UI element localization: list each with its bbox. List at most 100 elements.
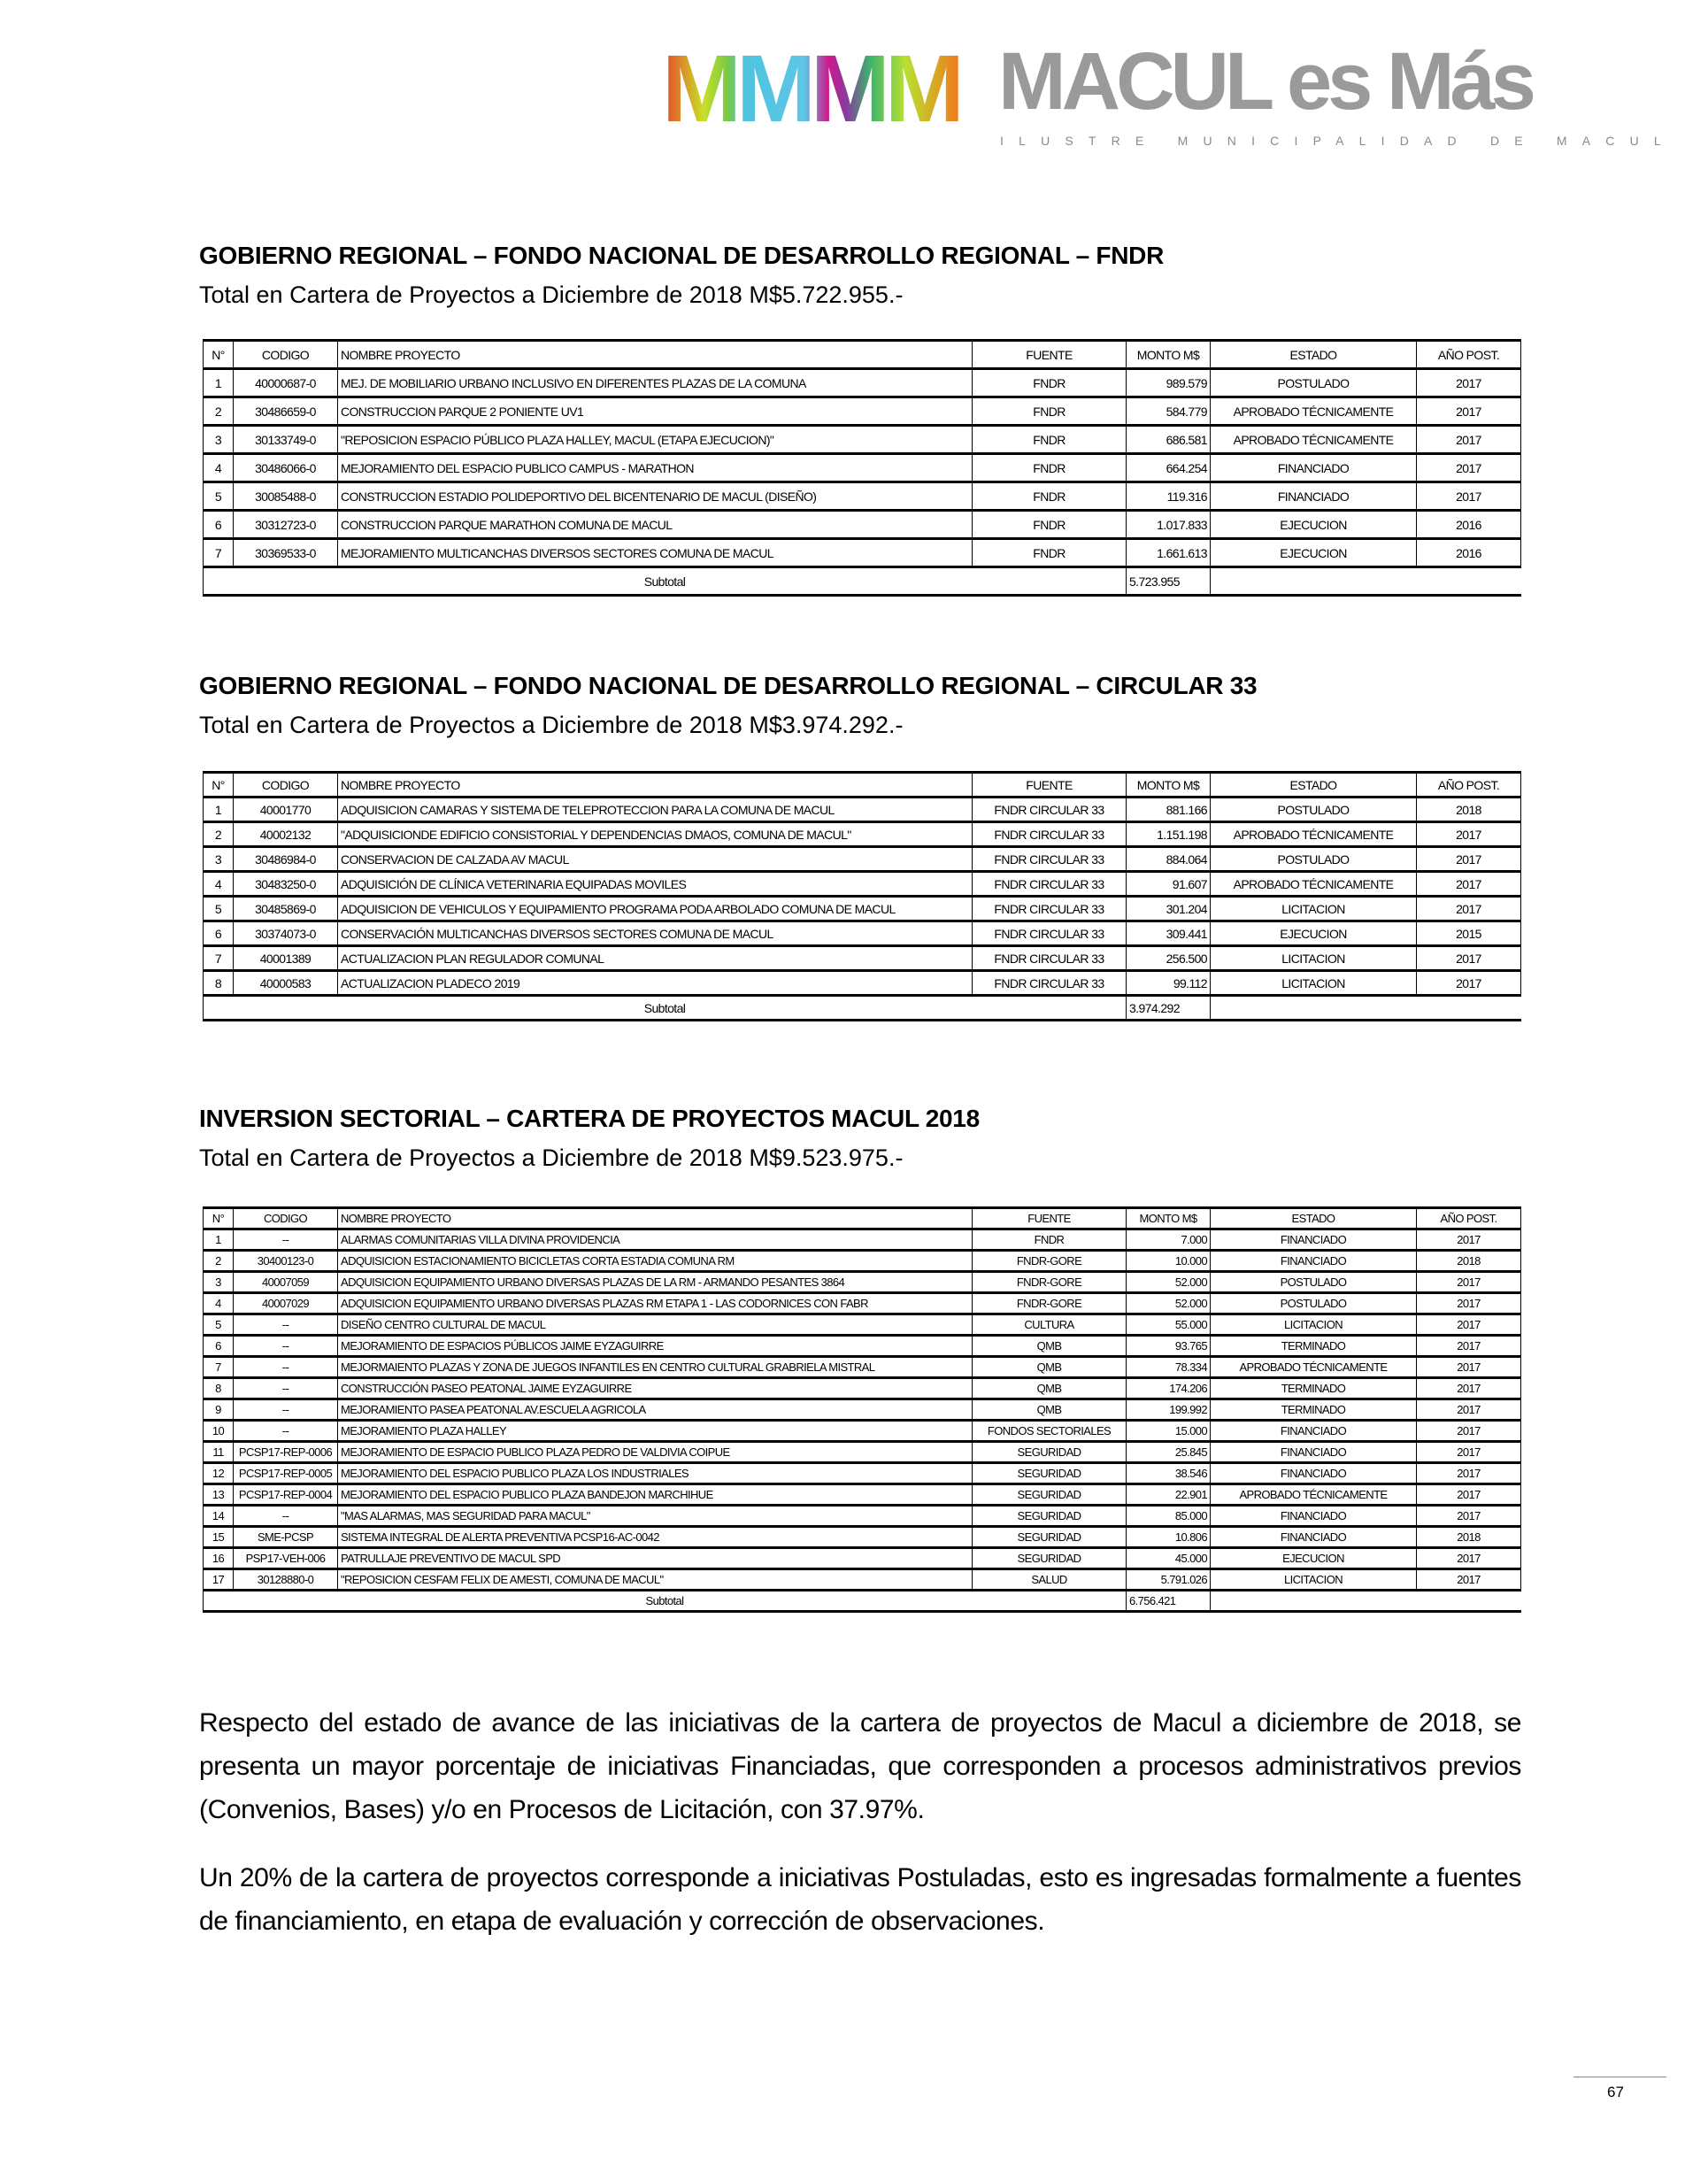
table-row: 1 40000687-0 MEJ. DE MOBILIARIO URBANO INC… [203, 368, 1521, 398]
cell-code: 30128880-0 [233, 1568, 338, 1591]
header-status: ESTADO [1210, 339, 1417, 370]
cell-number: 4 [203, 1292, 234, 1315]
cell-source: FNDR CIRCULAR 33 [972, 797, 1127, 823]
table-row: 3 30486984-0 CONSERVACION DE CALZADA AV MA… [203, 846, 1521, 873]
paragraph-financiadas: Respecto del estado de avance de las ini… [199, 1708, 1521, 1824]
header-source: FUENTE [972, 1206, 1127, 1230]
cell-year: 2017 [1416, 896, 1521, 922]
subtotal-label: Subtotal [203, 995, 1127, 1021]
cell-amount: 55.000 [1126, 1314, 1211, 1337]
cell-code: 30133749-0 [233, 425, 338, 455]
cell-year: 2017 [1416, 1420, 1521, 1443]
cell-status: LICITACION [1210, 945, 1417, 972]
subtotal-row: Subtotal 6.756.421 [203, 1590, 1521, 1613]
cell-number: 4 [203, 453, 234, 483]
cell-code: 40002132 [233, 821, 338, 848]
section-subtitle-fndr: Total en Cartera de Proyectos a Diciembr… [199, 281, 904, 308]
header-project-name: NOMBRE PROYECTO [337, 1206, 973, 1230]
header-code: CODIGO [233, 771, 338, 798]
table-row: 2 30400123-0 ADQUISICION ESTACIONAMIENTO B… [203, 1250, 1521, 1273]
cell-year: 2017 [1416, 970, 1521, 997]
cell-source: SEGURIDAD [972, 1547, 1127, 1570]
header-year: AÑO POST. [1416, 1206, 1521, 1230]
subtotal-amount: 6.756.421 [1126, 1590, 1211, 1613]
cell-status: APROBADO TÉCNICAMENTE [1210, 425, 1417, 455]
cell-year: 2017 [1416, 1547, 1521, 1570]
cell-year: 2018 [1416, 1526, 1521, 1549]
cell-status: FINANCIADO [1210, 453, 1417, 483]
cell-amount: 99.112 [1126, 970, 1211, 997]
cell-code: 40007029 [233, 1292, 338, 1315]
section-subtitle-circular33: Total en Cartera de Proyectos a Diciembr… [199, 712, 904, 738]
cell-year: 2017 [1416, 1399, 1521, 1422]
header-amount: MONTO M$ [1126, 1206, 1211, 1230]
cell-year: 2017 [1416, 1484, 1521, 1507]
cell-source: FNDR-GORE [972, 1271, 1127, 1294]
cell-number: 4 [203, 871, 234, 898]
cell-year: 2017 [1416, 945, 1521, 972]
table-sectorial: N° CODIGO NOMBRE PROYECTO FUENTE MONTO M$ EST… [203, 1206, 1521, 1613]
cell-amount: 91.607 [1126, 871, 1211, 898]
cell-year: 2015 [1416, 921, 1521, 947]
cell-number: 11 [203, 1441, 234, 1464]
logo-mark: MMMM [662, 35, 965, 142]
cell-status: EJECUCION [1210, 538, 1417, 568]
cell-amount: 686.581 [1126, 425, 1211, 455]
cell-amount: 52.000 [1126, 1292, 1211, 1315]
cell-status: APROBADO TÉCNICAMENTE [1210, 1356, 1417, 1379]
cell-source: CULTURA [972, 1314, 1127, 1337]
cell-code: -- [233, 1420, 338, 1443]
cell-year: 2017 [1416, 1314, 1521, 1337]
header-year: AÑO POST. [1416, 771, 1521, 798]
cell-number: 6 [203, 1335, 234, 1358]
table-header: N° CODIGO NOMBRE PROYECTO FUENTE MONTO M$ EST… [203, 1206, 1521, 1230]
table-row: 12 PCSP17-REP-0005 MEJORAMIENTO DEL ESPACI… [203, 1462, 1521, 1485]
cell-source: SALUD [972, 1568, 1127, 1591]
cell-amount: 5.791.026 [1126, 1568, 1211, 1591]
header-project-name: NOMBRE PROYECTO [337, 339, 973, 370]
cell-status: LICITACION [1210, 1314, 1417, 1337]
cell-project-name: CONSTRUCCION PARQUE MARATHON COMUNA DE M… [337, 510, 973, 540]
cell-code: 30374073-0 [233, 921, 338, 947]
cell-status: APROBADO TÉCNICAMENTE [1210, 1484, 1417, 1507]
table-row: 15 SME-PCSP SISTEMA INTEGRAL DE ALERTA PRE… [203, 1526, 1521, 1549]
cell-year: 2017 [1416, 846, 1521, 873]
section-title-circular33: GOBIERNO REGIONAL – FONDO NACIONAL DE DE… [199, 672, 1258, 699]
table-row: 3 40007059 ADQUISICION EQUIPAMIENTO URBANO… [203, 1271, 1521, 1294]
table-row: 6 -- MEJORAMIENTO DE ESPACIOS PÚBLICOS JAI… [203, 1335, 1521, 1358]
cell-source: FONDOS SECTORIALES [972, 1420, 1127, 1443]
section-title-sectorial: INVERSION SECTORIAL – CARTERA DE PROYECT… [199, 1105, 980, 1132]
cell-status: APROBADO TÉCNICAMENTE [1210, 397, 1417, 427]
cell-amount: 256.500 [1126, 945, 1211, 972]
cell-year: 2017 [1416, 821, 1521, 848]
cell-source: QMB [972, 1377, 1127, 1400]
cell-number: 15 [203, 1526, 234, 1549]
cell-year: 2017 [1416, 368, 1521, 398]
cell-source: FNDR CIRCULAR 33 [972, 896, 1127, 922]
macul-logo: MMMM MACUL es Más ILUSTRE MUNICIPALIDAD … [662, 35, 1661, 155]
cell-year: 2016 [1416, 538, 1521, 568]
cell-year: 2017 [1416, 1356, 1521, 1379]
cell-project-name: MEJORAMIENTO PLAZA HALLEY [337, 1420, 973, 1443]
cell-project-name: "MAS ALARMAS, MAS SEGURIDAD PARA MACUL" [337, 1505, 973, 1528]
cell-amount: 78.334 [1126, 1356, 1211, 1379]
cell-number: 1 [203, 797, 234, 823]
cell-year: 2016 [1416, 510, 1521, 540]
cell-project-name: "REPOSICION ESPACIO PÚBLICO PLAZA HALLEY… [337, 425, 973, 455]
cell-code: SME-PCSP [233, 1526, 338, 1549]
cell-source: FNDR CIRCULAR 33 [972, 921, 1127, 947]
cell-project-name: ALARMAS COMUNITARIAS VILLA DIVINA PROVID… [337, 1229, 973, 1252]
cell-project-name: MEJORAMIENTO DE ESPACIOS PÚBLICOS JAIME … [337, 1335, 973, 1358]
cell-source: FNDR CIRCULAR 33 [972, 871, 1127, 898]
cell-number: 17 [203, 1568, 234, 1591]
header-source: FUENTE [972, 771, 1127, 798]
table-header: N° CODIGO NOMBRE PROYECTO FUENTE MONTO M$ EST… [203, 771, 1521, 798]
table-row: 8 -- CONSTRUCCIÓN PASEO PEATONAL JAIME EYZ… [203, 1377, 1521, 1400]
cell-number: 6 [203, 510, 234, 540]
cell-amount: 1.151.198 [1126, 821, 1211, 848]
cell-code: 40001770 [233, 797, 338, 823]
cell-code: 30369533-0 [233, 538, 338, 568]
cell-number: 14 [203, 1505, 234, 1528]
cell-code: -- [233, 1377, 338, 1400]
table-row: 7 -- MEJORMAIENTO PLAZAS Y ZONA DE JUEGOS … [203, 1356, 1521, 1379]
